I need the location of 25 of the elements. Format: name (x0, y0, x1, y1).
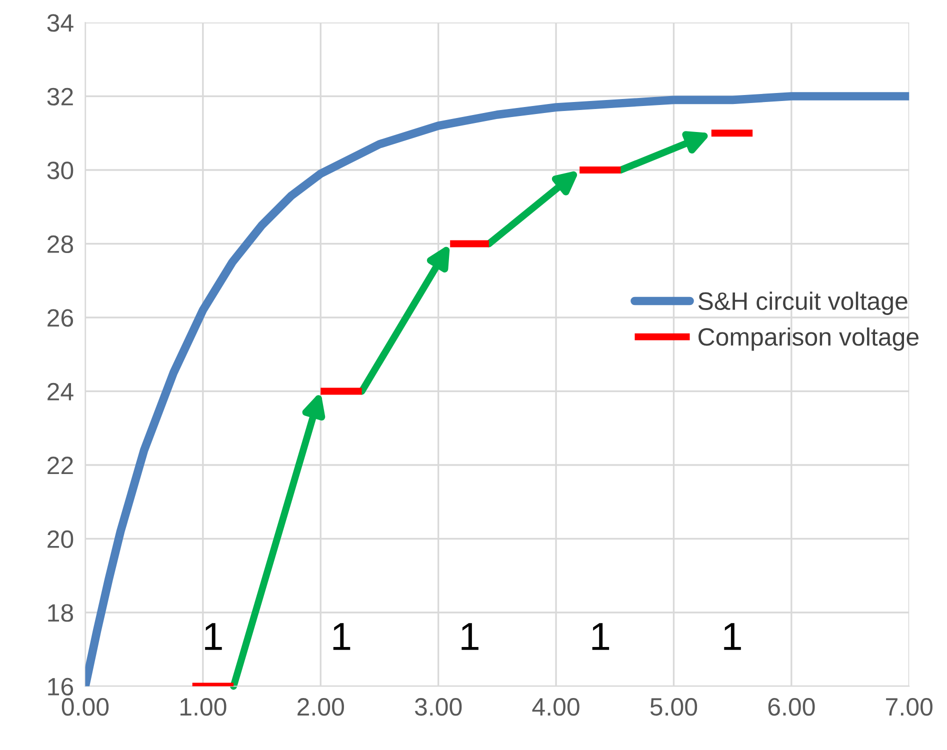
annotation: 1 (205, 623, 222, 650)
y-tick-label: 28 (48, 235, 74, 254)
y-tick-label: 32 (47, 88, 73, 106)
legend-label: Comparison voltage (698, 327, 918, 351)
y-tick-label: 20 (48, 530, 74, 548)
x-tick-label: 1.00 (180, 698, 226, 716)
legend-label: S&H circuit voltage (698, 292, 908, 315)
y-tick-label: 24 (48, 382, 74, 400)
y-tick-label: 34 (47, 14, 74, 32)
x-tick-label: 5.00 (650, 698, 698, 716)
x-tick-label: 3.00 (414, 698, 462, 716)
x-tick-label: 0.00 (62, 698, 109, 716)
annotation: 1 (462, 623, 478, 650)
y-tick-label: 22 (48, 456, 73, 474)
y-tick-label: 26 (48, 309, 74, 327)
y-tick-label: 16 (48, 678, 74, 696)
x-tick-label: 6.00 (768, 698, 815, 716)
y-tick-label: 30 (47, 162, 74, 180)
annotation: 1 (592, 623, 610, 650)
annotation: 1 (724, 623, 741, 650)
x-tick-label: 4.00 (532, 698, 580, 716)
annotation: 1 (333, 623, 350, 650)
x-tick-label: 7.00 (886, 698, 932, 716)
x-tick-label: 2.00 (298, 698, 344, 716)
y-tick-label: 18 (48, 604, 74, 622)
